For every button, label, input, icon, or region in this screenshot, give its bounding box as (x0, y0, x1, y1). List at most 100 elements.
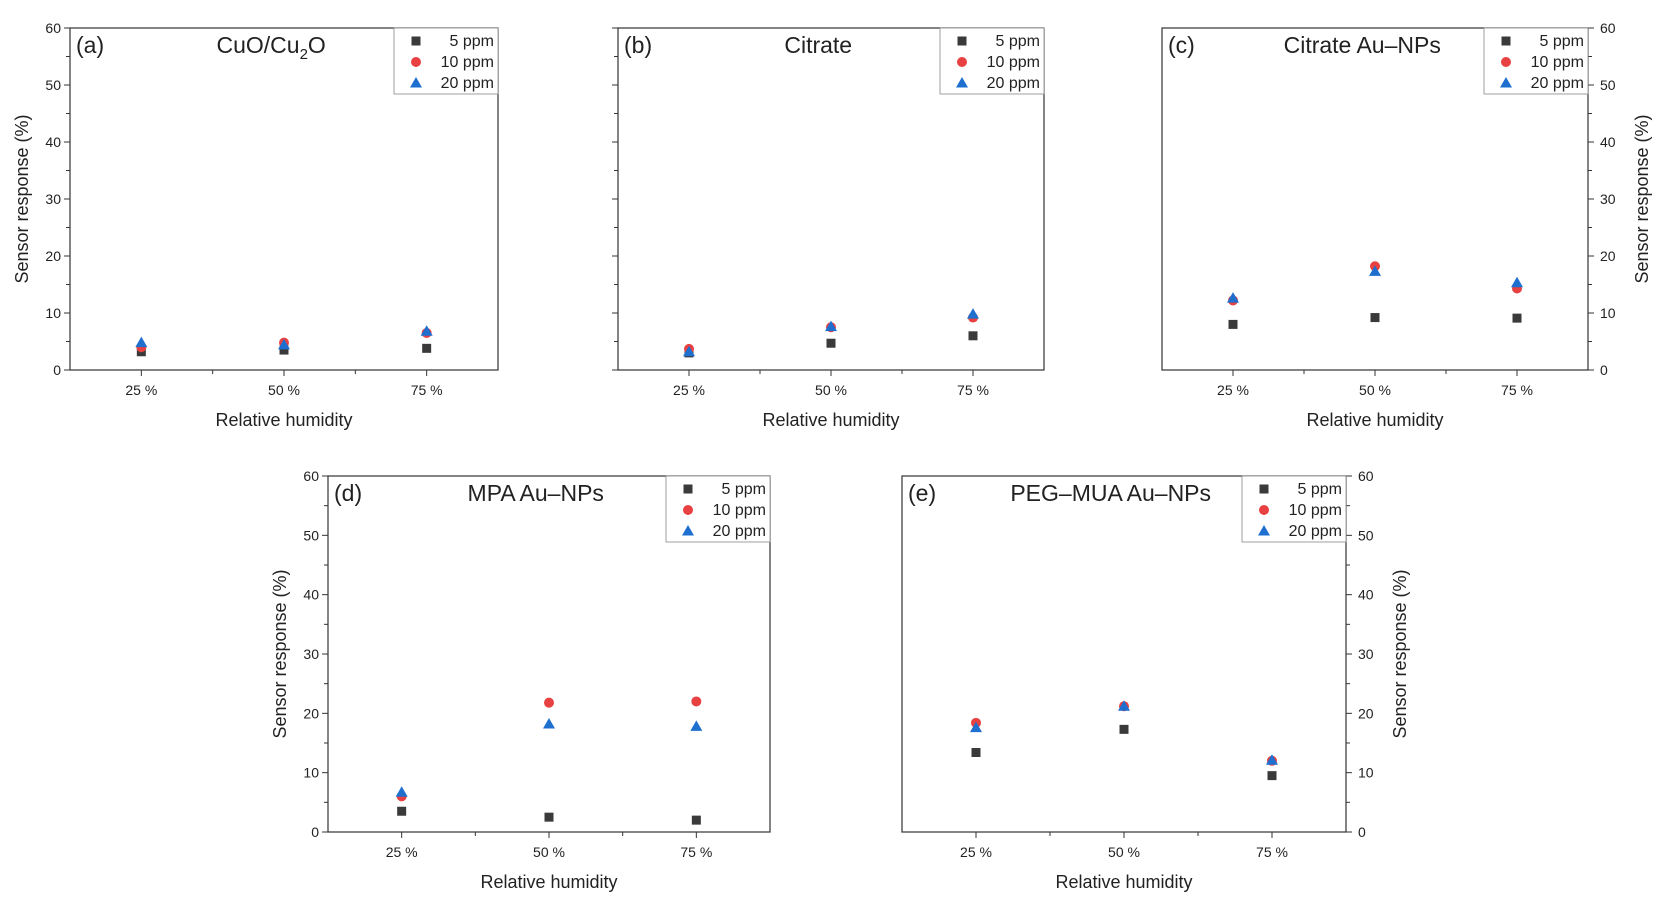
legend-marker-10-ppm (1259, 505, 1269, 515)
y-tick-label: 30 (45, 191, 61, 207)
legend-marker-20-ppm (956, 77, 968, 88)
chart-title: MPA Au–NPs (468, 480, 604, 506)
data-point-5-ppm (1512, 313, 1522, 323)
y-tick-label: 60 (1358, 468, 1374, 484)
data-point-20-ppm (543, 718, 555, 729)
panel-e: 25 % 50 % 75 % 0 10 20 30 40 50 60 Relative humidi… (901, 468, 1410, 892)
legend-marker-10-ppm (683, 505, 693, 515)
legend-marker-10-ppm (957, 57, 967, 67)
panel-b: 25 % 50 % 75 % Relative humidity (b) Citrate 5… (612, 27, 1045, 430)
data-point-5-ppm (1267, 771, 1277, 781)
y-tick-label: 10 (303, 765, 319, 781)
y-tick-label: 20 (303, 705, 319, 721)
x-tick-label: 25 % (125, 382, 157, 398)
x-tick-label: 50 % (1359, 382, 1391, 398)
legend-marker-5-ppm (411, 36, 421, 46)
y-tick-label: 50 (303, 527, 319, 543)
y-axis-title: Sensor response (%) (1632, 114, 1652, 283)
x-axis-title: Relative humidity (480, 872, 617, 892)
chart-title: Citrate Au–NPs (1284, 32, 1441, 58)
x-tick-label: 25 % (673, 382, 705, 398)
legend-marker-5-ppm (683, 484, 693, 494)
legend-label: 20 ppm (441, 75, 494, 92)
x-tick-label: 50 % (533, 844, 565, 860)
data-point-5-ppm (1370, 313, 1380, 323)
y-tick-label: 40 (1600, 134, 1616, 150)
legend-label: 5 ppm (1298, 481, 1342, 498)
legend-label: 10 ppm (713, 502, 766, 519)
legend-marker-20-ppm (1258, 525, 1270, 536)
y-tick-label: 0 (53, 362, 61, 378)
legend-label: 10 ppm (987, 54, 1040, 71)
x-tick-label: 75 % (1501, 382, 1533, 398)
data-point-5-ppm (971, 747, 981, 757)
y-tick-label: 0 (1600, 362, 1608, 378)
y-tick-label: 20 (1600, 248, 1616, 264)
data-point-20-ppm (683, 345, 695, 357)
x-tick-label: 75 % (680, 844, 712, 860)
data-point-20-ppm (1511, 276, 1523, 288)
x-tick-label: 75 % (1256, 844, 1288, 860)
y-tick-label: 40 (1358, 587, 1374, 603)
y-tick-label: 30 (1600, 191, 1616, 207)
x-axis-title: Relative humidity (1306, 410, 1443, 430)
panel-label: (b) (624, 32, 652, 58)
chart-title: CuO/Cu2O (216, 32, 325, 63)
x-axis-title: Relative humidity (762, 410, 899, 430)
data-point-20-ppm (970, 721, 982, 733)
y-tick-label: 60 (303, 468, 319, 484)
legend-marker-5-ppm (1501, 36, 1511, 46)
y-tick-label: 0 (311, 824, 319, 840)
data-point-20-ppm (690, 720, 703, 731)
x-tick-label: 50 % (268, 382, 300, 398)
data-point-20-ppm (135, 336, 148, 348)
data-point-5-ppm (422, 343, 432, 353)
y-tick-label: 10 (45, 305, 61, 321)
x-tick-label: 75 % (411, 382, 443, 398)
legend-label: 5 ppm (1540, 33, 1584, 50)
panel-label: (a) (76, 32, 104, 58)
x-tick-label: 75 % (957, 382, 989, 398)
y-tick-label: 40 (45, 134, 61, 150)
data-point-10-ppm (691, 696, 702, 707)
legend-label: 10 ppm (1531, 54, 1584, 71)
data-point-20-ppm (395, 786, 408, 797)
legend-label: 20 ppm (1531, 75, 1584, 92)
panel-label: (c) (1168, 32, 1195, 58)
x-tick-label: 25 % (1217, 382, 1249, 398)
y-tick-label: 60 (45, 20, 61, 36)
legend-label: 10 ppm (1289, 502, 1342, 519)
data-point-20-ppm (278, 338, 290, 350)
y-tick-label: 30 (303, 646, 319, 662)
legend-marker-20-ppm (1500, 77, 1512, 88)
panel-label: (e) (908, 480, 936, 506)
chart-title-subscript: 2 (300, 46, 308, 63)
panel-d: 25 % 50 % 75 % 0 10 20 30 40 50 60 Relative humidi… (270, 468, 771, 892)
data-point-20-ppm (1227, 292, 1239, 303)
data-point-5-ppm (826, 338, 836, 348)
y-tick-label: 0 (1358, 824, 1366, 840)
data-point-5-ppm (1119, 724, 1129, 734)
data-point-20-ppm (825, 320, 837, 332)
data-point-20-ppm (1118, 700, 1130, 711)
y-tick-label: 60 (1600, 20, 1616, 36)
y-axis-title: Sensor response (%) (1390, 569, 1410, 738)
data-point-10-ppm (544, 697, 554, 708)
legend-marker-10-ppm (1501, 57, 1511, 67)
panel-label: (d) (334, 480, 362, 506)
legend-label: 20 ppm (1289, 523, 1342, 540)
data-point-20-ppm (967, 308, 979, 319)
y-tick-label: 40 (303, 587, 319, 603)
legend-marker-20-ppm (410, 77, 422, 88)
x-axis-title: Relative humidity (1055, 872, 1192, 892)
legend-label: 5 ppm (722, 481, 766, 498)
data-point-5-ppm (544, 812, 554, 822)
legend-marker-5-ppm (1259, 484, 1269, 494)
y-axis-title: Sensor response (%) (12, 114, 32, 283)
panel-c: 25 % 50 % 75 % 0 10 20 30 40 50 60 Relative humidi… (1161, 20, 1652, 430)
x-tick-label: 50 % (815, 382, 847, 398)
y-tick-label: 50 (1600, 77, 1616, 93)
y-tick-label: 20 (45, 248, 61, 264)
x-tick-label: 50 % (1108, 844, 1140, 860)
